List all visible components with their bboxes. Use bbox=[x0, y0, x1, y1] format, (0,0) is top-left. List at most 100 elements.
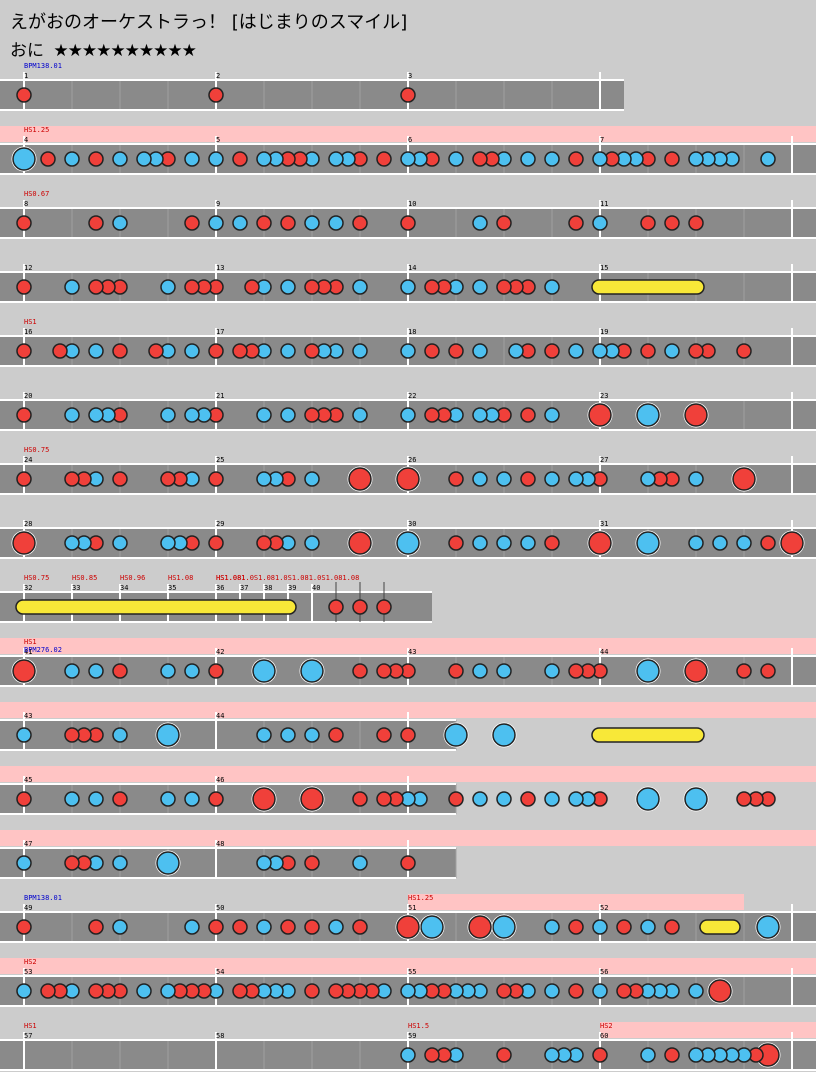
don-note-icon bbox=[664, 1047, 680, 1063]
ka-note-icon bbox=[160, 663, 176, 679]
ka-note-icon bbox=[396, 531, 420, 555]
don-note-icon bbox=[16, 791, 32, 807]
don-note-icon bbox=[664, 151, 680, 167]
scroll-speed-label: HS0.85 bbox=[72, 574, 97, 582]
don-note-icon bbox=[664, 919, 680, 935]
scroll-speed-band bbox=[600, 1022, 816, 1038]
ka-note-icon bbox=[640, 1047, 656, 1063]
don-note-icon bbox=[232, 983, 248, 999]
ka-note-icon bbox=[684, 787, 708, 811]
ka-note-icon bbox=[256, 855, 272, 871]
bar-number: 25 bbox=[216, 456, 224, 464]
ka-note-icon bbox=[544, 983, 560, 999]
ka-note-icon bbox=[636, 531, 660, 555]
ka-note-icon bbox=[184, 407, 200, 423]
scroll-speed-label: HS0.75 bbox=[24, 574, 49, 582]
ka-note-icon bbox=[520, 151, 536, 167]
don-note-icon bbox=[208, 87, 224, 103]
ka-note-icon bbox=[400, 983, 416, 999]
chart-row bbox=[0, 702, 816, 751]
ka-note-icon bbox=[160, 279, 176, 295]
ka-note-icon bbox=[448, 151, 464, 167]
don-note-icon bbox=[520, 407, 536, 423]
bar-number: 33 bbox=[72, 584, 80, 592]
ka-note-icon bbox=[400, 407, 416, 423]
ka-note-icon bbox=[304, 535, 320, 551]
ka-note-icon bbox=[472, 471, 488, 487]
bar-number: 43 bbox=[408, 648, 416, 656]
bar-number: 18 bbox=[408, 328, 416, 336]
don-note-icon bbox=[112, 471, 128, 487]
drumroll-icon bbox=[15, 599, 297, 615]
bar-number: 36 bbox=[216, 584, 224, 592]
bar-number: 15 bbox=[600, 264, 608, 272]
don-note-icon bbox=[376, 791, 392, 807]
bar-number: 29 bbox=[216, 520, 224, 528]
difficulty-line: おに ★★★★★★★★★★ bbox=[10, 36, 197, 61]
bar-number: 58 bbox=[216, 1032, 224, 1040]
chart-row bbox=[0, 766, 816, 815]
chart-row bbox=[0, 264, 816, 303]
don-note-icon bbox=[52, 343, 68, 359]
don-note-icon bbox=[448, 535, 464, 551]
scroll-speed-label: HS1 bbox=[24, 638, 37, 646]
ka-note-icon bbox=[688, 471, 704, 487]
bpm-label: BPM276.02 bbox=[24, 646, 62, 654]
bpm-label: BPM138.01 bbox=[24, 894, 62, 902]
don-note-icon bbox=[304, 279, 320, 295]
ka-note-icon bbox=[280, 727, 296, 743]
chart-row bbox=[0, 894, 816, 943]
ka-note-icon bbox=[568, 343, 584, 359]
ka-note-icon bbox=[184, 343, 200, 359]
don-note-icon bbox=[664, 215, 680, 231]
bar-number: 7 bbox=[600, 136, 604, 144]
don-note-icon bbox=[304, 407, 320, 423]
ka-note-icon bbox=[16, 855, 32, 871]
don-note-icon bbox=[352, 663, 368, 679]
bar-number: 41 bbox=[24, 648, 32, 656]
bar-number: 55 bbox=[408, 968, 416, 976]
don-note-icon bbox=[448, 471, 464, 487]
scroll-speed-label: HS1.25 bbox=[24, 126, 49, 134]
bar-number: 35 bbox=[168, 584, 176, 592]
bar-number: 53 bbox=[24, 968, 32, 976]
don-note-icon bbox=[400, 215, 416, 231]
bar-number: 60 bbox=[600, 1032, 608, 1040]
don-note-icon bbox=[256, 215, 272, 231]
bar-number: 2 bbox=[216, 72, 220, 80]
ka-note-icon bbox=[688, 151, 704, 167]
chart-row bbox=[0, 958, 816, 1007]
ka-note-icon bbox=[400, 151, 416, 167]
don-note-icon bbox=[496, 279, 512, 295]
ka-note-icon bbox=[492, 915, 516, 939]
bar-number: 42 bbox=[216, 648, 224, 656]
don-note-icon bbox=[780, 531, 804, 555]
ka-note-icon bbox=[208, 151, 224, 167]
bar-number: 6 bbox=[408, 136, 412, 144]
ka-note-icon bbox=[508, 343, 524, 359]
don-note-icon bbox=[396, 467, 420, 491]
bar-number: 37 bbox=[240, 584, 248, 592]
ka-note-icon bbox=[88, 407, 104, 423]
ka-note-icon bbox=[64, 407, 80, 423]
bar-number: 14 bbox=[408, 264, 416, 272]
bar-number: 10 bbox=[408, 200, 416, 208]
don-note-icon bbox=[496, 1047, 512, 1063]
ka-note-icon bbox=[568, 791, 584, 807]
scroll-speed-label: HS0.75 bbox=[24, 446, 49, 454]
don-note-icon bbox=[736, 791, 752, 807]
don-note-icon bbox=[496, 215, 512, 231]
don-note-icon bbox=[88, 215, 104, 231]
bar-number: 9 bbox=[216, 200, 220, 208]
ka-note-icon bbox=[756, 915, 780, 939]
don-note-icon bbox=[304, 343, 320, 359]
don-note-icon bbox=[616, 983, 632, 999]
bar-number: 45 bbox=[24, 776, 32, 784]
ka-note-icon bbox=[112, 215, 128, 231]
don-note-icon bbox=[400, 727, 416, 743]
ka-note-icon bbox=[472, 407, 488, 423]
ka-note-icon bbox=[184, 919, 200, 935]
scroll-speed-band bbox=[0, 702, 816, 718]
don-note-icon bbox=[640, 215, 656, 231]
